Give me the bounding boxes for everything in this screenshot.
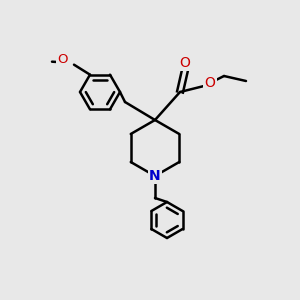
Text: O: O — [180, 56, 190, 70]
Text: O: O — [205, 76, 215, 90]
Text: N: N — [149, 169, 161, 183]
Text: O: O — [58, 53, 68, 66]
